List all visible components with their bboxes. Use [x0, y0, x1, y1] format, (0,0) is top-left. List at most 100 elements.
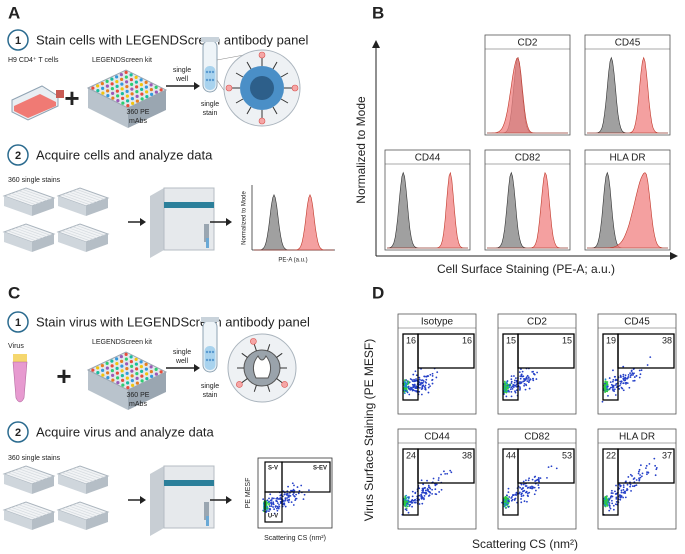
tube-liquid [204, 346, 216, 370]
gate [417, 333, 475, 369]
plate-grid [11, 507, 40, 518]
scatter-dot [418, 376, 421, 379]
label: Virus Surface Staining (PE MESF) [362, 339, 376, 522]
plate-grid [22, 225, 51, 236]
scatter-dot [606, 499, 609, 502]
scatter-dot [418, 503, 421, 505]
scatter-dot [404, 502, 407, 505]
plate-grid [61, 230, 90, 241]
scatter-dot [514, 390, 516, 393]
kit-side [88, 88, 128, 128]
scatter-dot [513, 384, 516, 387]
kit-well [145, 95, 149, 99]
scatter-dot [444, 472, 447, 475]
plate-grid [76, 189, 105, 200]
plate-front [32, 198, 54, 216]
scatter-dot [639, 476, 642, 479]
plate-grid [61, 194, 90, 205]
plate-grid [7, 230, 36, 241]
kit-well [96, 89, 100, 93]
scatter-dot [421, 502, 424, 505]
kit-well [130, 369, 134, 373]
scatter-dot [626, 382, 629, 384]
scatter-dot [624, 496, 627, 499]
scatter-dot [287, 485, 289, 488]
scatter-dot [535, 479, 538, 482]
scatter-dot [293, 489, 296, 492]
gate [517, 333, 575, 369]
kit-well [110, 87, 114, 91]
label: Stain cells with LEGENDScreen antibody p… [36, 32, 309, 47]
scatter-dot [613, 388, 616, 391]
scatter-dot [614, 503, 617, 506]
scatter-dot [615, 386, 618, 389]
scatter-dot [622, 378, 625, 381]
subplot-frame [484, 149, 571, 251]
kit-well [129, 360, 133, 364]
scatter-dot [620, 491, 623, 494]
scatter-dot [608, 377, 611, 379]
kit-well [130, 97, 134, 101]
spike [276, 378, 283, 384]
kit-well [140, 374, 144, 378]
scatter-dot [626, 483, 629, 486]
subplot-frame [397, 313, 477, 415]
scatter-dot [603, 499, 606, 502]
scatter-dot [623, 492, 626, 494]
plate-side [58, 474, 86, 494]
scatter-dot [420, 493, 423, 496]
scatter-dot [612, 508, 615, 511]
plate-side [4, 474, 32, 494]
scatter-dot [412, 388, 414, 391]
scatter-dot [512, 493, 514, 496]
scatter-dot [525, 491, 528, 494]
label: CD2 [517, 38, 537, 49]
kit-well [115, 80, 119, 84]
scatter-dot [608, 502, 611, 504]
scatter-dot [435, 483, 438, 486]
kit-well [130, 82, 134, 86]
scatter-dot [532, 379, 535, 382]
scatter-dot [622, 484, 625, 487]
scatter-dot [286, 492, 289, 495]
kit-well [135, 381, 139, 385]
tube-cell [208, 350, 212, 354]
plate-grid [22, 189, 51, 200]
kit-well [91, 368, 95, 372]
scatter-dot [638, 369, 641, 372]
scatter-dot [614, 490, 616, 493]
scatter-dot [510, 375, 513, 378]
scatter-dot [284, 499, 287, 502]
scatter-dot [513, 381, 516, 384]
label: LEGENDScreen kit [92, 339, 152, 346]
kit-well [129, 78, 133, 82]
scatter-dot [626, 488, 628, 490]
subplot-frame [497, 313, 577, 415]
label: 38 [662, 335, 672, 345]
scatter-dot [522, 494, 525, 497]
scatter-dot [609, 507, 612, 510]
scatter-dot [605, 500, 608, 503]
pe-label [281, 381, 288, 388]
scatter-dot [426, 487, 429, 490]
scatter-dot [604, 391, 606, 394]
scatter-dot [411, 505, 413, 508]
scatter-dot [409, 386, 412, 389]
antibody [235, 72, 244, 78]
scatter-dot [638, 479, 641, 482]
scatter-dot [608, 509, 611, 512]
spike [241, 352, 248, 358]
spike [267, 384, 271, 392]
scatter-dot [505, 506, 507, 509]
kit-well [149, 88, 153, 92]
kit-well [134, 75, 138, 79]
scatter-dot [620, 495, 623, 498]
label: Scattering CS (nm²) [472, 537, 578, 551]
kit-well [129, 355, 133, 359]
label: H9 CD4⁺ T cells [8, 57, 59, 64]
scatter-dot [527, 376, 530, 379]
kit-well [126, 381, 130, 385]
scatter-dot [419, 383, 422, 385]
label: 44 [506, 450, 516, 460]
kit-well [130, 379, 134, 383]
